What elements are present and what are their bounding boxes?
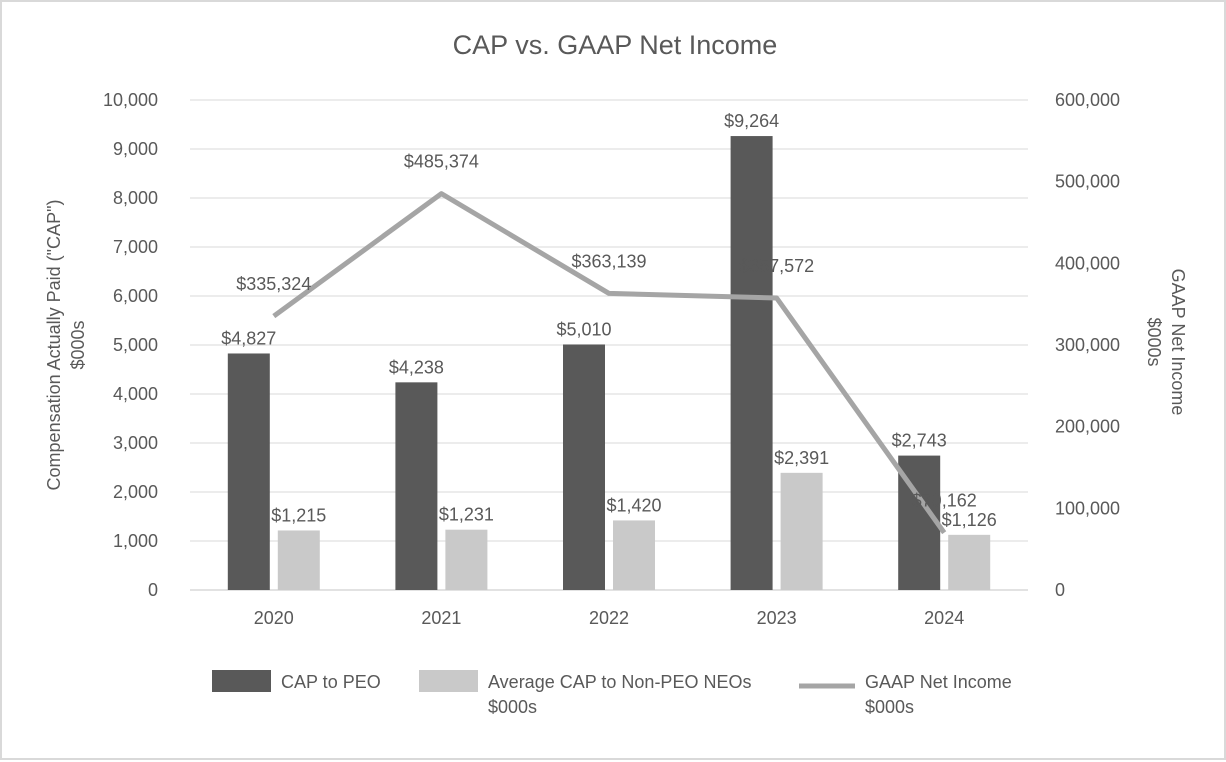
x-axis-ticks: 2020 2021 2022 2023 2024 bbox=[254, 608, 964, 628]
line-gaap-net-income bbox=[272, 191, 947, 535]
y-axis-title-line: Compensation Actually Paid ("CAP") bbox=[44, 200, 64, 491]
y-tick-label: 4,000 bbox=[113, 384, 158, 404]
legend-label-line: $000s bbox=[488, 697, 537, 717]
legend-label-line: CAP to PEO bbox=[281, 672, 381, 692]
legend: CAP to PEO Average CAP to Non-PEO NEOs $00… bbox=[212, 670, 1012, 717]
legend-label-line: Average CAP to Non-PEO NEOs bbox=[488, 672, 751, 692]
y-tick-label: 8,000 bbox=[113, 188, 158, 208]
y-tick-label: 0 bbox=[148, 580, 158, 600]
line-data-label: $363,139 bbox=[571, 251, 646, 271]
bar-cap-non-peo-2023 bbox=[780, 472, 823, 590]
y2-tick-label: 200,000 bbox=[1055, 417, 1120, 437]
y-tick-label: 3,000 bbox=[113, 433, 158, 453]
y2-tick-label: 600,000 bbox=[1055, 90, 1120, 110]
legend-swatch bbox=[212, 670, 271, 692]
y2-tick-label: 400,000 bbox=[1055, 253, 1120, 273]
y2-axis-title-line: $000s bbox=[1144, 317, 1164, 366]
y-tick-label: 9,000 bbox=[113, 139, 158, 159]
bar-cap-non-peo-2020 bbox=[277, 530, 320, 590]
y2-axis-ticks: 0 100,000 200,000 300,000 400,000 500,000 600,… bbox=[1055, 90, 1120, 600]
line-data-label: $357,572 bbox=[739, 256, 814, 276]
data-label: $5,010 bbox=[556, 320, 611, 340]
chart-title: CAP vs. GAAP Net Income bbox=[453, 30, 778, 60]
y2-tick-label: 0 bbox=[1055, 580, 1065, 600]
bar-cap-non-peo-2022 bbox=[613, 520, 655, 590]
data-label: $4,238 bbox=[389, 357, 444, 377]
y2-axis-title: GAAP Net Income$000s bbox=[1144, 269, 1188, 416]
x-tick-label: 2023 bbox=[757, 608, 797, 628]
legend-label: GAAP Net Income $000s bbox=[865, 672, 1012, 717]
y-tick-label: 6,000 bbox=[113, 286, 158, 306]
line-data-label: $335,324 bbox=[236, 274, 311, 294]
y-tick-label: 5,000 bbox=[113, 335, 158, 355]
y2-tick-label: 500,000 bbox=[1055, 172, 1120, 192]
x-tick-label: 2024 bbox=[924, 608, 964, 628]
bars bbox=[227, 136, 991, 590]
data-label: $1,231 bbox=[439, 505, 494, 525]
y2-axis-title-line: GAAP Net Income bbox=[1168, 269, 1188, 416]
bar-cap-peo-2022 bbox=[563, 344, 605, 590]
y2-tick-label: 300,000 bbox=[1055, 335, 1120, 355]
y-tick-label: 2,000 bbox=[113, 482, 158, 502]
y-axis-title-line: $000s bbox=[68, 320, 88, 369]
data-label: $9,264 bbox=[724, 111, 779, 131]
legend-label: CAP to PEO bbox=[281, 672, 381, 692]
line-data-label: $485,374 bbox=[404, 152, 479, 172]
legend-swatch bbox=[419, 670, 478, 692]
x-tick-label: 2020 bbox=[254, 608, 294, 628]
data-label: $2,743 bbox=[892, 431, 947, 451]
data-label: $1,126 bbox=[942, 510, 997, 530]
x-tick-label: 2022 bbox=[589, 608, 629, 628]
data-label: $2,391 bbox=[774, 448, 829, 468]
line-data-label: $70,162 bbox=[912, 491, 977, 511]
bar-cap-peo-2020 bbox=[227, 353, 270, 590]
bar-cap-peo-2023 bbox=[730, 136, 773, 590]
y-tick-label: 7,000 bbox=[113, 237, 158, 257]
y-axis-ticks: 0 1,000 2,000 3,000 4,000 5,000 6,000 7,000 8,00… bbox=[103, 90, 158, 600]
data-label: $4,827 bbox=[221, 328, 276, 348]
y-axis-title: Compensation Actually Paid ("CAP") $000s bbox=[44, 200, 88, 491]
y-tick-label: 10,000 bbox=[103, 90, 158, 110]
bar-cap-non-peo-2021 bbox=[445, 529, 488, 590]
net-income-line bbox=[272, 191, 947, 535]
legend-label-line: $000s bbox=[865, 697, 914, 717]
gridlines bbox=[190, 99, 1028, 591]
legend-label: Average CAP to Non-PEO NEOs $000s bbox=[488, 672, 751, 717]
data-label: $1,420 bbox=[606, 495, 661, 515]
data-label: $1,215 bbox=[271, 505, 326, 525]
x-tick-label: 2021 bbox=[421, 608, 461, 628]
bar-cap-non-peo-2024 bbox=[948, 534, 991, 590]
data-labels: $4,827 $4,238 $5,010 $9,264 $2,743 $1,215 $1,2… bbox=[221, 111, 996, 530]
legend-label-line: GAAP Net Income bbox=[865, 672, 1012, 692]
bar-cap-peo-2021 bbox=[395, 382, 438, 590]
y2-tick-label: 100,000 bbox=[1055, 498, 1120, 518]
y-tick-label: 1,000 bbox=[113, 531, 158, 551]
axis-titles: Compensation Actually Paid ("CAP") $000s G… bbox=[44, 200, 1188, 491]
